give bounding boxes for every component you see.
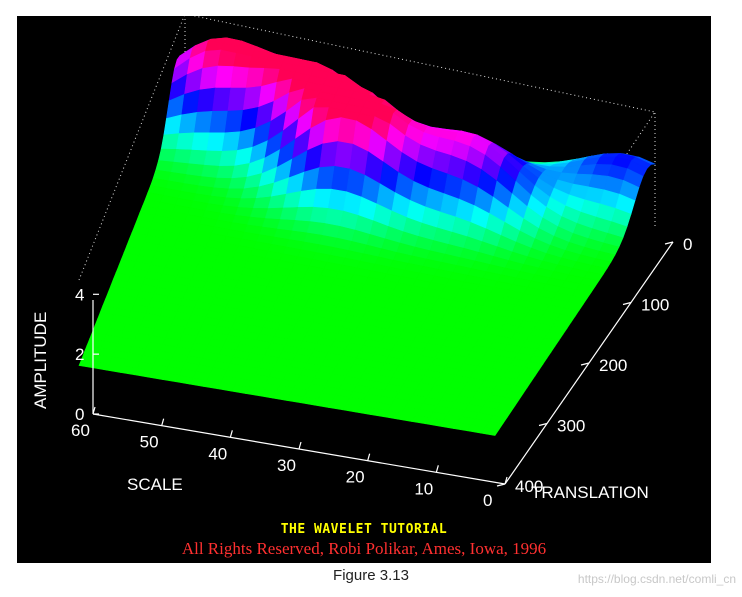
y-tick (664, 241, 674, 245)
surface-cell (176, 132, 195, 151)
x-tick-label: 50 (140, 433, 159, 452)
x-tick (229, 430, 233, 438)
surface-cell (160, 133, 180, 150)
watermark: https://blog.csdn.net/comli_cn (577, 572, 736, 586)
surface-cell (194, 110, 213, 134)
x-axis-label: SCALE (127, 475, 183, 494)
z-tick-label: 4 (75, 285, 84, 304)
y-tick (622, 301, 632, 306)
x-tick-label: 10 (414, 479, 433, 498)
surface-cell (158, 148, 177, 163)
copyright-notice: All Rights Reserved, Robi Polikar, Ames,… (181, 539, 547, 558)
y-axis-label: TRANSLATION (531, 483, 649, 502)
x-tick (298, 441, 302, 450)
x-tick (504, 476, 508, 485)
z-tick-label: 0 (75, 405, 84, 424)
y-tick-label: 100 (641, 296, 669, 315)
y-tick (496, 483, 506, 487)
surface-cell (212, 87, 232, 112)
surface-cell (230, 66, 250, 89)
z-axis-label: AMPLITUDE (31, 312, 50, 409)
x-tick (435, 465, 439, 473)
surface-cell (217, 49, 237, 67)
surface-cell (480, 426, 500, 436)
y-tick (580, 362, 590, 366)
surface-cell (191, 132, 211, 152)
surface-cell (214, 65, 234, 89)
x-tick-label: 40 (208, 444, 227, 463)
figure-caption: Figure 3.13 (333, 567, 409, 584)
x-tick (161, 418, 165, 426)
x-tick-label: 30 (277, 456, 296, 475)
surface-cell (203, 150, 223, 167)
tutorial-title: THE WAVELET TUTORIAL (280, 522, 448, 537)
surface-cell (173, 149, 193, 165)
y-tick-label: 300 (557, 417, 585, 436)
figure-panel: 0 2 4 0 10 20 30 40 50 60 0 100 200 300 400 AMPLITUDE … (17, 16, 711, 563)
y-tick-label: 200 (599, 356, 627, 375)
y-tick-label: 0 (683, 235, 692, 254)
x-tick-label: 0 (483, 491, 492, 510)
y-tick-label: 400 (515, 477, 543, 496)
x-tick (92, 406, 96, 415)
y-tick (538, 422, 548, 427)
surface-mesh (78, 37, 657, 436)
x-tick (367, 453, 371, 461)
surface-cell (206, 132, 226, 152)
x-tick-label: 60 (71, 421, 90, 440)
x-tick-label: 20 (346, 468, 365, 487)
z-tick-label: 2 (75, 345, 84, 364)
surface-cell (188, 149, 208, 166)
